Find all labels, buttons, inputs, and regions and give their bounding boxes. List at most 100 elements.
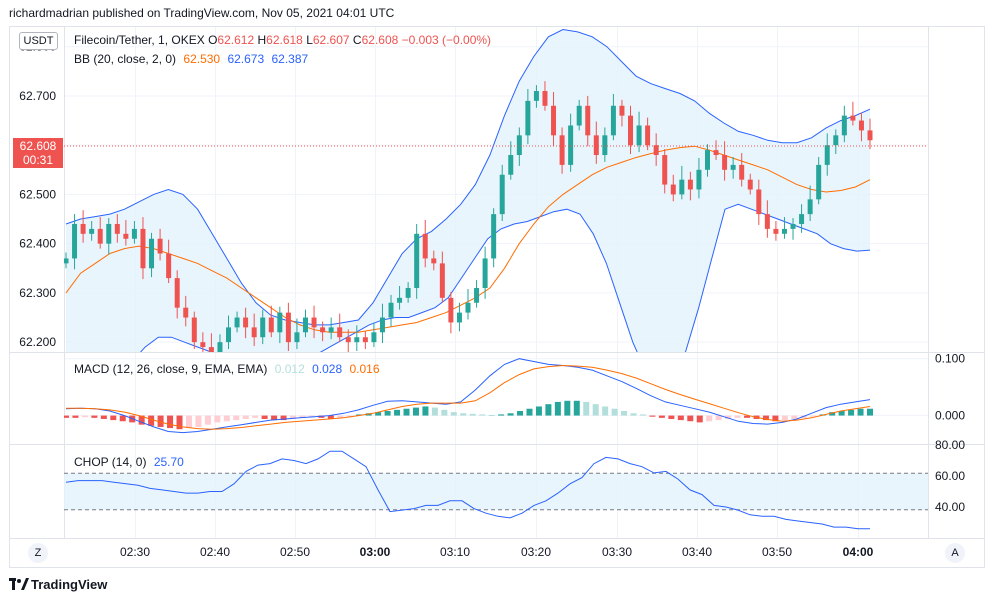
bb-mid-value: 62.530 — [183, 52, 221, 66]
chop-tick-label: 60.00 — [935, 469, 965, 483]
candle-body — [448, 297, 454, 323]
time-tick-label: 02:40 — [200, 545, 230, 559]
chop-band-fill — [64, 473, 928, 510]
candle-body — [799, 214, 805, 224]
bb-up-value: 62.673 — [227, 52, 265, 66]
macd-histogram-bar — [318, 415, 325, 418]
macd-histogram-bar — [233, 415, 240, 421]
candle-body — [456, 312, 462, 323]
candle-body — [268, 317, 274, 333]
tradingview-brand[interactable]: TradingView — [9, 577, 107, 592]
candle-body — [149, 238, 155, 269]
zoom-button[interactable]: Z — [28, 543, 48, 563]
time-tick-label: 03:20 — [521, 545, 551, 559]
macd-histogram-bar — [299, 415, 306, 418]
macd-histogram-bar — [630, 413, 637, 416]
macd-histogram-bar — [677, 415, 684, 421]
macd-histogram-bar — [715, 415, 722, 421]
macd-histogram-bar — [583, 401, 590, 416]
macd-histogram-bar — [204, 415, 211, 425]
candle-body — [850, 115, 856, 121]
low-value: 62.607 — [312, 33, 350, 47]
chop-pane[interactable] — [64, 450, 928, 530]
candle-body — [294, 332, 300, 343]
candle-body — [756, 189, 762, 215]
candle-body — [183, 307, 189, 318]
macd-histogram-bar — [554, 401, 561, 416]
close-label: C — [352, 33, 362, 47]
macd-histogram-bar — [138, 415, 145, 425]
macd-signal-line — [66, 364, 871, 430]
candle-body — [405, 287, 411, 298]
macd-histogram-bar — [639, 414, 646, 416]
macd-histogram-bar — [64, 415, 69, 418]
macd-histogram-bar — [649, 415, 656, 417]
candle-body — [687, 179, 693, 190]
time-tick-label: 03:50 — [762, 545, 792, 559]
macd-histogram-bar — [668, 415, 675, 419]
price-tick-label: 62.700 — [19, 89, 56, 103]
macd-histogram-bar — [394, 409, 401, 416]
candle-body — [696, 169, 702, 190]
price-tick-label: 62.300 — [19, 286, 56, 300]
auto-scale-button[interactable]: A — [945, 543, 965, 563]
candle-body — [140, 228, 146, 269]
macd-histogram-bar — [469, 413, 476, 416]
open-value: 62.612 — [217, 33, 255, 47]
macd-histogram-bar — [422, 406, 429, 416]
chop-label[interactable]: CHOP (14, 0) — [74, 455, 147, 469]
macd-histogram-bar — [526, 408, 533, 416]
candle-body — [388, 302, 394, 318]
macd-hist-value: 0.012 — [274, 362, 305, 376]
tradingview-logo-icon — [9, 578, 29, 590]
macd-histogram-bar — [337, 415, 344, 418]
bb-upper-line — [65, 28, 871, 326]
macd-histogram-bar — [696, 415, 703, 423]
candle-body — [97, 228, 103, 244]
macd-histogram-bar — [517, 411, 524, 416]
macd-histogram-bar — [157, 415, 164, 427]
candle-body — [123, 233, 129, 239]
time-tick-label: 03:30 — [602, 545, 632, 559]
macd-histogram-bar — [829, 412, 836, 416]
macd-label[interactable]: MACD (12, 26, close, 9, EMA, EMA) — [74, 362, 268, 376]
bb-legend: BB (20, close, 2, 0) 62.530 62.673 62.38… — [74, 52, 312, 66]
macd-pane[interactable] — [63, 358, 873, 434]
candle-body — [704, 150, 710, 170]
candle-body — [217, 342, 223, 352]
candle-body — [337, 327, 343, 338]
macd-histogram-bar — [867, 408, 873, 416]
chop-line — [65, 450, 870, 530]
candle-body — [747, 179, 753, 190]
macd-histogram-bar — [412, 407, 419, 416]
candle-body — [234, 317, 240, 328]
candle-body — [285, 312, 291, 343]
time-tick-label: 04:00 — [843, 545, 874, 559]
symbol-title[interactable]: Filecoin/Tether, 1, OKEX — [74, 33, 205, 47]
candle-body — [354, 337, 360, 343]
candle-body — [764, 214, 770, 229]
candle-body — [773, 228, 779, 234]
candle-body — [166, 253, 172, 279]
candle-body — [841, 115, 847, 136]
bb-label[interactable]: BB (20, close, 2, 0) — [74, 52, 177, 66]
candle-body — [311, 317, 317, 328]
candle-body — [431, 258, 437, 264]
macd-histogram-bar — [223, 415, 230, 422]
time-tick-label: 03:00 — [360, 545, 391, 559]
candle-body — [397, 297, 403, 303]
candle-body — [80, 223, 86, 234]
candle-body — [610, 105, 616, 136]
candle-body — [662, 155, 668, 185]
currency-label[interactable]: USDT — [19, 32, 58, 50]
macd-histogram-bar — [706, 415, 713, 422]
price-tick-label: 62.500 — [19, 187, 56, 201]
bb-low-value: 62.387 — [271, 52, 309, 66]
macd-histogram-bar — [857, 408, 864, 416]
time-tick-label: 02:50 — [280, 545, 310, 559]
candle-body — [362, 337, 368, 343]
macd-histogram-bar — [744, 415, 751, 418]
macd-histogram-bar — [100, 415, 107, 419]
price-pane[interactable] — [64, 28, 929, 387]
